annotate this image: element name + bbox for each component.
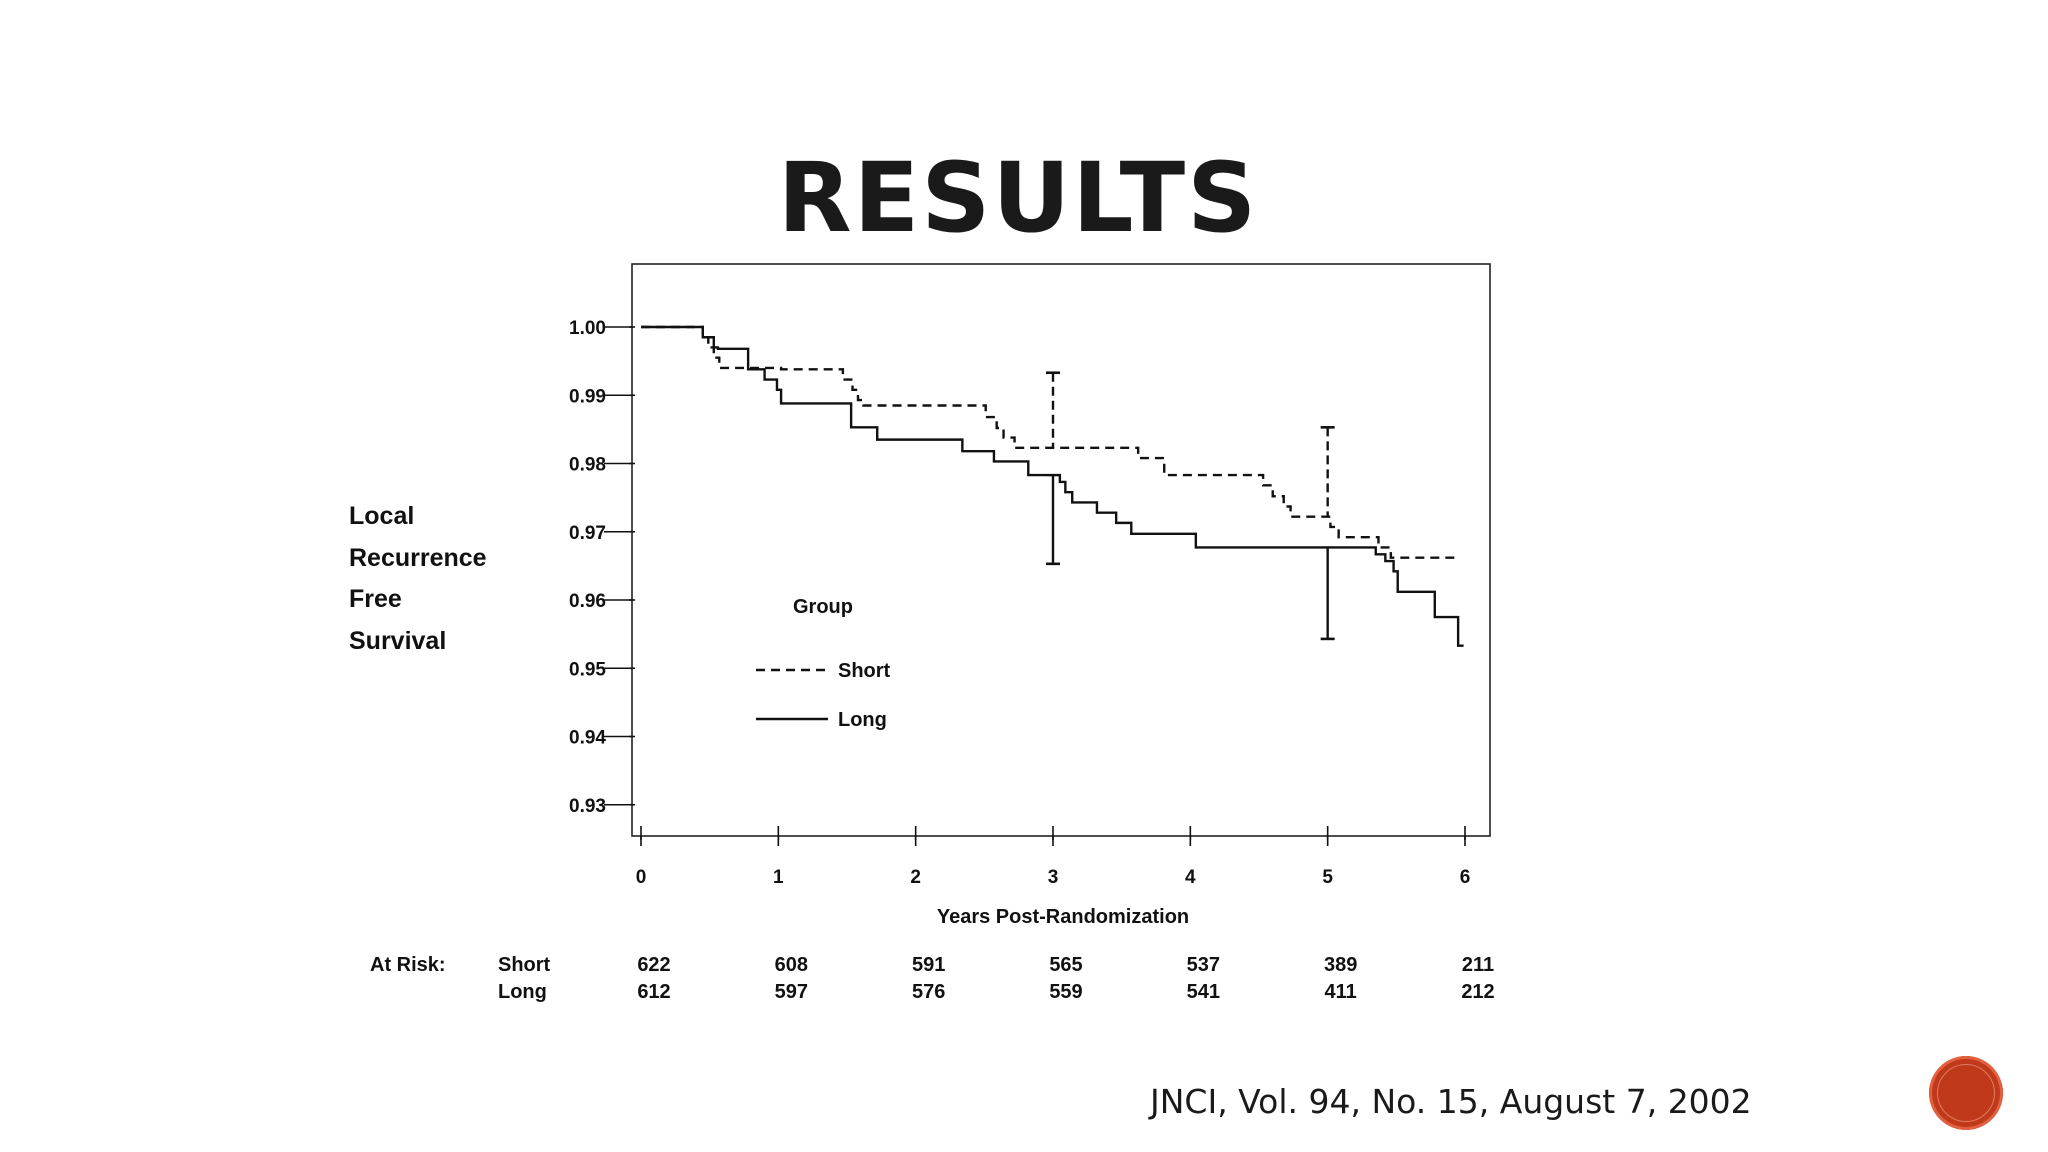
at-risk-value: 622 [637,954,670,976]
at-risk-group: Long [498,981,547,1003]
at-risk-value: 608 [775,954,808,976]
at-risk-value: 559 [1049,981,1082,1003]
y-tick-label: 0.98 [569,455,606,476]
at-risk-group: Short [498,954,551,976]
at-risk-value: 211 [1462,954,1494,976]
legend-title: Group [793,596,853,618]
y-tick-label: 0.96 [569,591,606,612]
at-risk-value: 576 [912,981,945,1003]
at-risk-value: 597 [775,981,808,1003]
slide-nav-button-ring [1937,1064,1995,1122]
y-axis-label-line: Survival [349,626,447,655]
x-tick-label: 2 [910,867,921,888]
x-tick-label: 5 [1322,867,1333,888]
citation: JNCI, Vol. 94, No. 15, August 7, 2002 [1150,1082,1752,1121]
at-risk-value: 565 [1049,954,1082,976]
at-risk-value: 212 [1461,981,1494,1003]
y-axis-label-line: Free [349,585,402,613]
y-tick-label: 0.94 [569,728,606,749]
y-tick-label: 1.00 [569,318,606,339]
at-risk-value: 591 [912,954,945,976]
slide-nav-button[interactable] [1929,1056,2003,1130]
legend-label: Long [838,709,887,731]
y-tick-label: 0.95 [569,659,606,680]
at-risk-value: 537 [1187,954,1220,976]
at-risk-value: 389 [1324,954,1357,976]
y-axis-label-line: Local [349,502,415,530]
series-line-short [641,325,1460,559]
at-risk-label: At Risk: [370,954,446,976]
at-risk-value: 612 [637,981,670,1003]
x-tick-label: 0 [636,867,647,888]
x-axis-label: Years Post-Randomization [937,906,1189,928]
legend-label: Short [838,660,891,682]
x-tick-label: 4 [1185,867,1196,888]
y-axis-label-line: Recurrence [349,543,487,572]
x-tick-label: 6 [1460,867,1471,888]
y-tick-label: 0.97 [569,523,606,544]
y-tick-label: 0.93 [569,796,606,817]
y-axis-label: Local Recurrence Free Survival [349,496,487,662]
plot-frame [631,263,1491,837]
at-risk-value: 411 [1325,981,1357,1003]
x-tick-label: 1 [773,867,784,888]
y-tick-label: 0.99 [569,386,606,407]
x-tick-label: 3 [1048,867,1059,888]
at-risk-value: 541 [1187,981,1220,1003]
slide-title: RESULTS [777,142,1259,254]
